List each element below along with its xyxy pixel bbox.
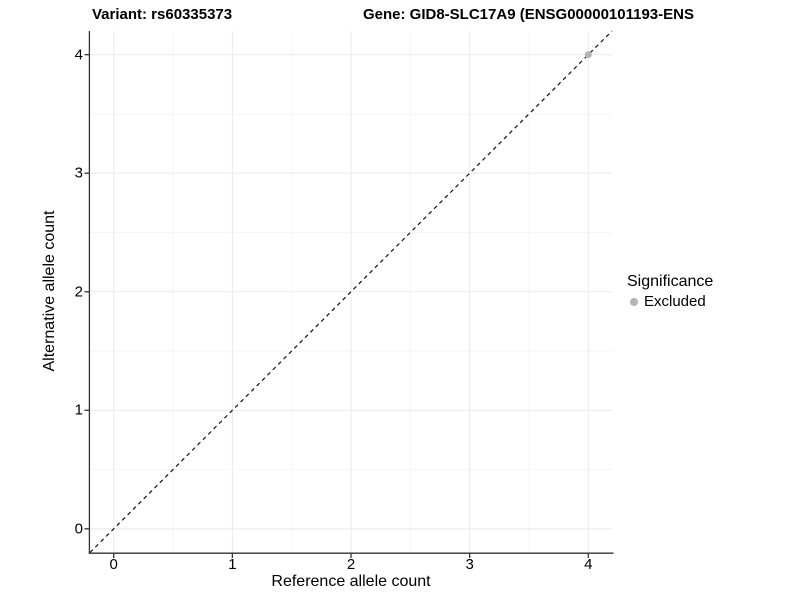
y-axis-title: Alternative allele count	[41, 210, 58, 372]
x-tick-label: 4	[584, 556, 593, 573]
identity-line	[89, 30, 613, 553]
x-tick-label: 0	[109, 556, 118, 573]
x-tick-label: 1	[228, 556, 237, 573]
legend: Significance Excluded	[627, 272, 713, 310]
x-tick-label: 3	[465, 556, 474, 573]
data-point	[584, 51, 592, 59]
plot-title-gene: Gene: GID8-SLC17A9 (ENSG00000101193-ENS	[363, 6, 694, 23]
plot-title-variant: Variant: rs60335373	[92, 6, 233, 23]
y-tick-label: 0	[74, 520, 83, 538]
y-tick-label: 1	[74, 401, 83, 419]
y-tick-label: 4	[74, 46, 83, 64]
y-tick-label: 2	[74, 283, 83, 301]
x-axis-title: Reference allele count	[271, 573, 431, 590]
y-tick-label: 3	[74, 164, 83, 182]
legend-item-excluded: Excluded	[627, 293, 713, 310]
legend-point-icon	[630, 297, 638, 306]
legend-item-label: Excluded	[644, 293, 706, 310]
legend-title: Significance	[627, 273, 714, 290]
x-tick-label: 2	[346, 556, 356, 573]
